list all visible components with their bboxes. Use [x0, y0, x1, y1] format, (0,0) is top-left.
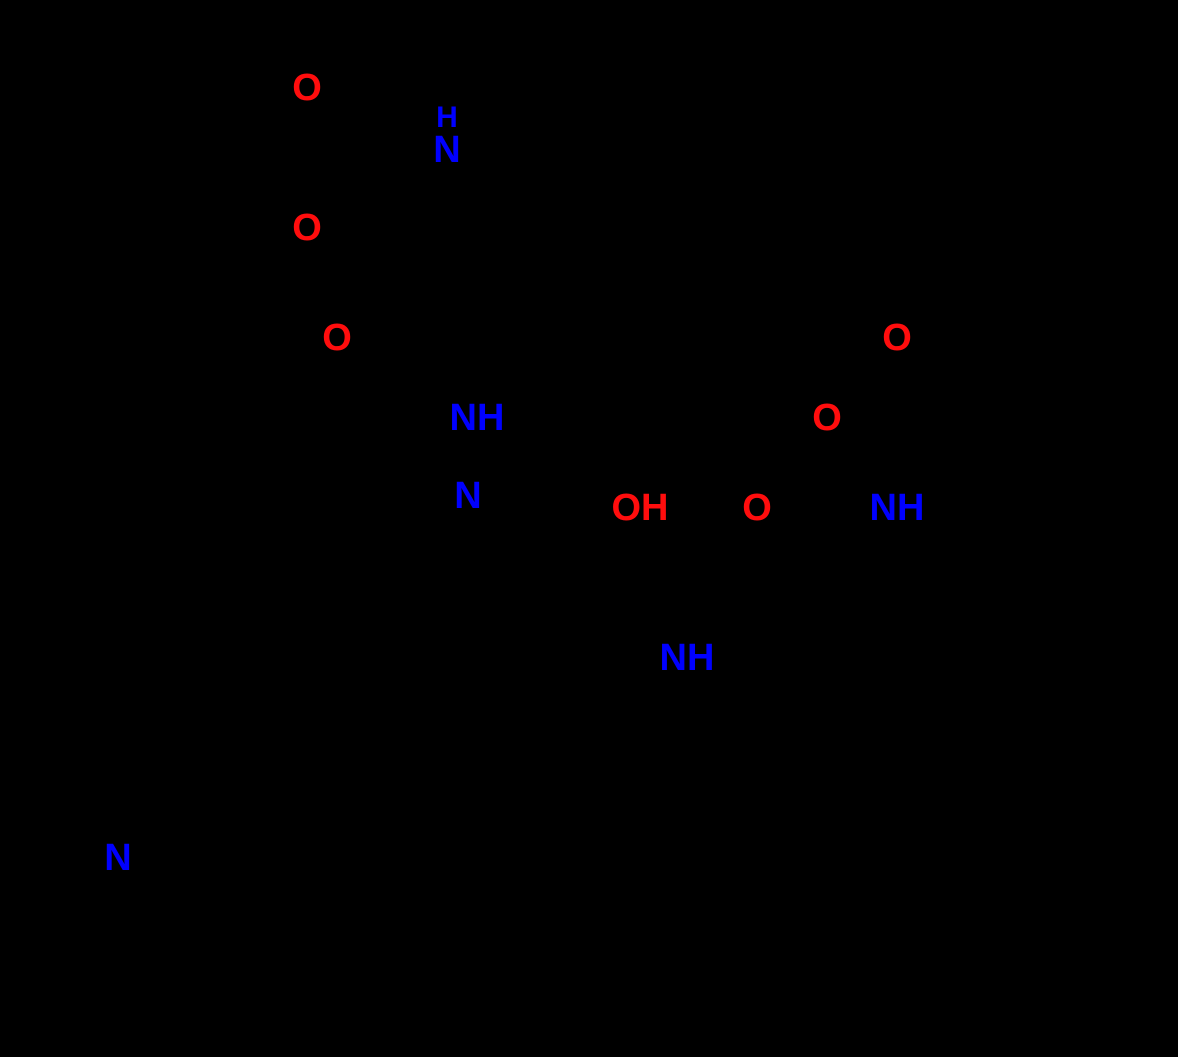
- atom-N29: N: [104, 837, 131, 879]
- atom-N42: NH: [660, 637, 715, 679]
- atom-O1: O: [292, 67, 322, 109]
- svg-text:H: H: [436, 101, 458, 134]
- atom-N15: NH: [450, 397, 505, 439]
- atom-O51: O: [812, 397, 842, 439]
- atom-O52: O: [882, 317, 912, 359]
- atom-O13: O: [322, 317, 352, 359]
- molecule-diagram: ONHOONHNNOHNHONHOO: [0, 0, 1178, 1057]
- atom-O33: OH: [612, 487, 669, 529]
- atom-O11: O: [292, 207, 322, 249]
- atom-N3: N: [433, 129, 460, 171]
- atom-N49: NH: [870, 487, 925, 529]
- atom-O44: O: [742, 487, 772, 529]
- atom-N17: N: [454, 475, 481, 517]
